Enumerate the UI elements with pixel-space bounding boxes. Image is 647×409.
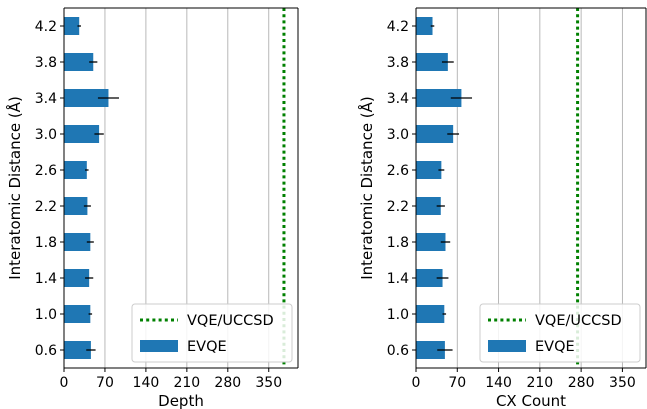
y-tick-label: 2.6	[387, 163, 409, 179]
chart-panel-2: 0.6 1.0 1.4 1.8 2.2 2.6 3.0 3.4 3.8 4.2 0 70 140 210 2…	[357, 7, 647, 409]
bar	[416, 305, 445, 323]
bar	[64, 89, 109, 107]
y-tick-label: 2.2	[387, 199, 409, 215]
bar	[416, 341, 445, 359]
legend-label: VQE/UCCSD	[187, 313, 274, 329]
legend-label: EVQE	[187, 339, 227, 355]
x-tick-label: 280	[568, 375, 595, 391]
x-tick-label: 280	[214, 375, 241, 391]
y-tick-label: 3.0	[387, 127, 409, 143]
legend-swatch-bar	[140, 340, 178, 352]
x-tick-label: 70	[448, 375, 466, 391]
bar	[64, 305, 91, 323]
chart-panel-1: 0.6 1.0 1.4 1.8 2.2 2.6 3.0 3.4 3.8 4.2 0 70 140 210 2…	[5, 7, 299, 409]
y-tick-label: 4.2	[387, 19, 409, 35]
legend: VQE/UCCSD EVQE	[131, 303, 293, 363]
y-tick-label: 1.4	[35, 271, 57, 287]
x-tick-label: 210	[526, 375, 553, 391]
legend-label: VQE/UCCSD	[535, 313, 622, 329]
y-tick-label: 4.2	[35, 19, 57, 35]
y-tick-label: 2.2	[35, 199, 57, 215]
y-tick-label: 2.6	[35, 163, 57, 179]
y-tick-label: 3.4	[35, 91, 57, 107]
x-tick-label: 140	[485, 375, 512, 391]
y-tick-label: 1.8	[35, 235, 57, 251]
x-tick-label: 70	[96, 375, 114, 391]
x-axis-label: Depth	[158, 392, 204, 409]
y-tick-label: 1.0	[387, 307, 409, 323]
x-tick-label: 140	[133, 375, 160, 391]
bar	[64, 125, 100, 143]
y-tick-label: 0.6	[35, 343, 57, 359]
bar	[416, 89, 462, 107]
bar	[416, 53, 448, 71]
x-tick-label: 350	[255, 375, 282, 391]
y-axis-label: Interatomic Distance (Å)	[357, 96, 376, 280]
bar	[64, 269, 90, 287]
legend-label: EVQE	[535, 339, 575, 355]
y-tick-label: 1.0	[35, 307, 57, 323]
y-tick-label: 3.4	[387, 91, 409, 107]
x-axis-label: CX Count	[496, 392, 566, 409]
legend: VQE/UCCSD EVQE	[479, 303, 641, 363]
x-tick-label: 0	[412, 375, 421, 391]
y-tick-label: 3.8	[387, 55, 409, 71]
y-tick-label: 3.0	[35, 127, 57, 143]
bar	[64, 197, 88, 215]
bar	[64, 161, 87, 179]
y-tick-label: 3.8	[35, 55, 57, 71]
x-tick-label: 0	[60, 375, 69, 391]
bar	[64, 53, 94, 71]
x-tick-label: 210	[173, 375, 200, 391]
bar	[64, 17, 80, 35]
bar	[416, 197, 441, 215]
x-tick-label: 350	[609, 375, 636, 391]
bar	[416, 269, 443, 287]
bar	[416, 17, 433, 35]
bar	[64, 341, 91, 359]
legend-swatch-bar	[488, 340, 526, 352]
bar	[416, 125, 454, 143]
bar	[64, 233, 91, 251]
y-tick-label: 1.4	[387, 271, 409, 287]
bar	[416, 161, 442, 179]
bar	[416, 233, 446, 251]
y-axis-label: Interatomic Distance (Å)	[5, 96, 24, 280]
y-tick-label: 0.6	[387, 343, 409, 359]
y-tick-label: 1.8	[387, 235, 409, 251]
